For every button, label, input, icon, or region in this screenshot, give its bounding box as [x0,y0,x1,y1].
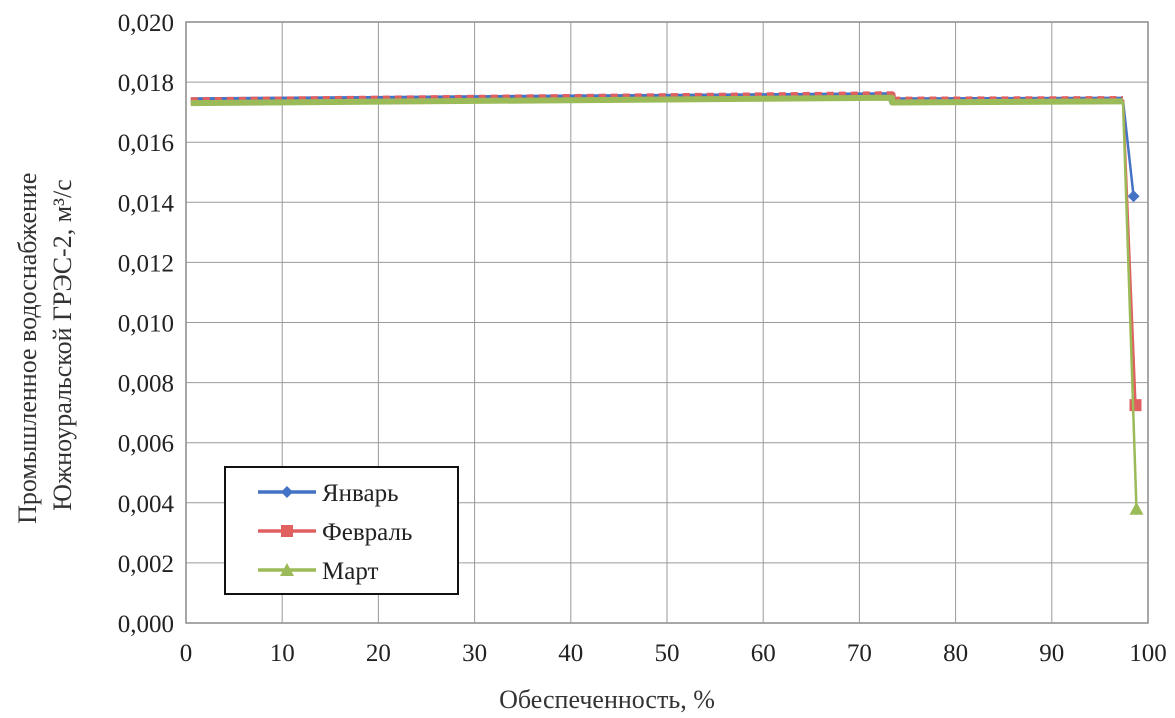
legend-item: Март [258,558,378,585]
series-3 [190,94,1144,515]
x-tick-label: 40 [558,640,583,667]
y-tick-labels: 0,000 0,002 0,004 0,006 0,008 0,010 0,012 0,014… [118,10,175,638]
legend-item: Февраль [258,519,412,546]
y-tick-label: 0,002 [118,551,174,578]
y-tick-label: 0,014 [118,190,175,217]
y-tick-label: 0,006 [118,431,174,458]
legend-item: Январь [258,480,399,507]
y-axis-title-line-1: Промышленное водоснабжение [13,173,42,524]
y-tick-label: 0,016 [118,130,174,157]
x-tick-label: 20 [366,640,391,667]
y-tick-label: 0,018 [118,70,174,97]
series-point [1129,501,1144,515]
y-tick-label: 0,010 [118,311,174,338]
y-axis-title: Промышленное водоснабжение Южноуральской… [13,166,77,524]
x-tick-label: 90 [1039,640,1064,667]
x-tick-label: 60 [751,640,776,667]
legend-items: Январь Февраль Март [258,480,412,585]
y-tick-label: 0,020 [118,10,174,37]
legend-marker [281,525,293,537]
x-tick-label: 70 [847,640,872,667]
x-tick-labels: 0 10 20 30 40 50 60 70 80 90 100 [180,640,1167,667]
x-axis-title: Обеспеченность, % [499,685,715,714]
x-tick-label: 80 [943,640,968,667]
x-tick-label: 30 [462,640,487,667]
legend-label: Январь [322,480,399,507]
x-tick-label: 10 [270,640,295,667]
series-point [1127,190,1140,203]
x-tick-label: 0 [180,640,193,667]
series-point [1129,399,1142,412]
y-tick-label: 0,012 [118,250,174,277]
y-tick-label: 0,004 [118,491,175,518]
y-tick-label: 0,008 [118,371,174,398]
series-line [190,94,1124,107]
grid [186,22,1148,623]
legend-marker [280,563,294,576]
y-axis-title-line-2: Южноуральской ГРЭС-2, м³/с [48,179,77,510]
series-group [190,91,1144,515]
series-drop-line [1121,101,1138,509]
y-tick-label: 0,000 [118,611,174,638]
legend-label: Февраль [322,519,412,546]
x-tick-label: 50 [655,640,680,667]
legend: Январь Февраль Март [224,466,459,595]
legend-label: Март [322,558,378,585]
legend-marker [281,486,293,498]
x-tick-label: 100 [1129,640,1167,667]
